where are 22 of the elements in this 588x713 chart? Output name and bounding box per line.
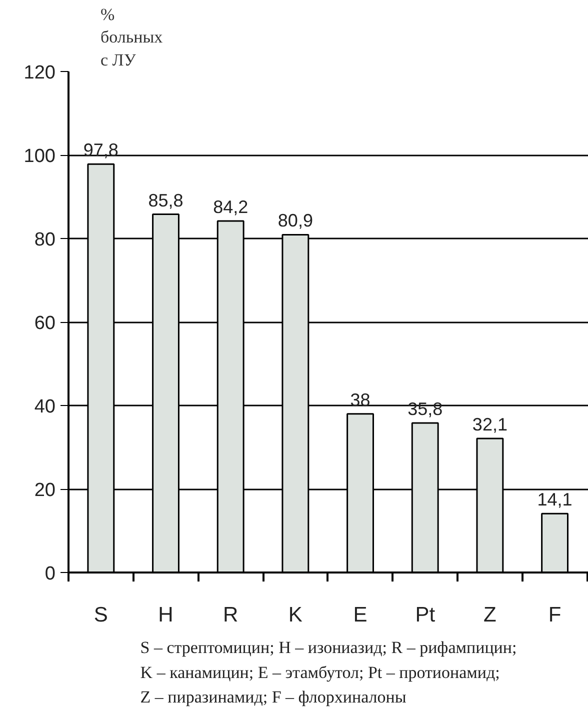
data-label: 84,2 (213, 196, 248, 217)
y-tick-label: 40 (34, 396, 56, 418)
x-tick-label: Z (484, 604, 497, 626)
x-tick-label: K (288, 604, 302, 626)
y-axis-title: % больных с ЛУ (100, 4, 164, 70)
y-tick-label: 60 (34, 313, 56, 334)
x-tick-label: F (548, 604, 562, 626)
y-tick-label: 0 (44, 564, 56, 584)
y-tick-label: 80 (34, 230, 56, 250)
data-label: 14,1 (537, 490, 572, 510)
x-tick-label: R (223, 604, 238, 626)
y-tick-label: 20 (34, 480, 56, 501)
data-label: 85,8 (148, 190, 184, 210)
text: S – стрептомицин; H – изониазид; R – рифампицин; K – канамицин; E – этамбутол; Pt – протионамид; Z – пиразинамид; F – флорхиналоны (140, 638, 517, 706)
y-tick-label: 120 (24, 62, 56, 84)
x-tick-label: H (158, 604, 174, 626)
data-label: 32,1 (472, 414, 508, 434)
x-tick-label: E (353, 604, 368, 626)
y-tick-label: 100 (24, 146, 56, 167)
data-label: 80,9 (278, 210, 313, 231)
x-tick-label: Pt (415, 604, 436, 626)
x-tick-label: S (94, 604, 108, 626)
